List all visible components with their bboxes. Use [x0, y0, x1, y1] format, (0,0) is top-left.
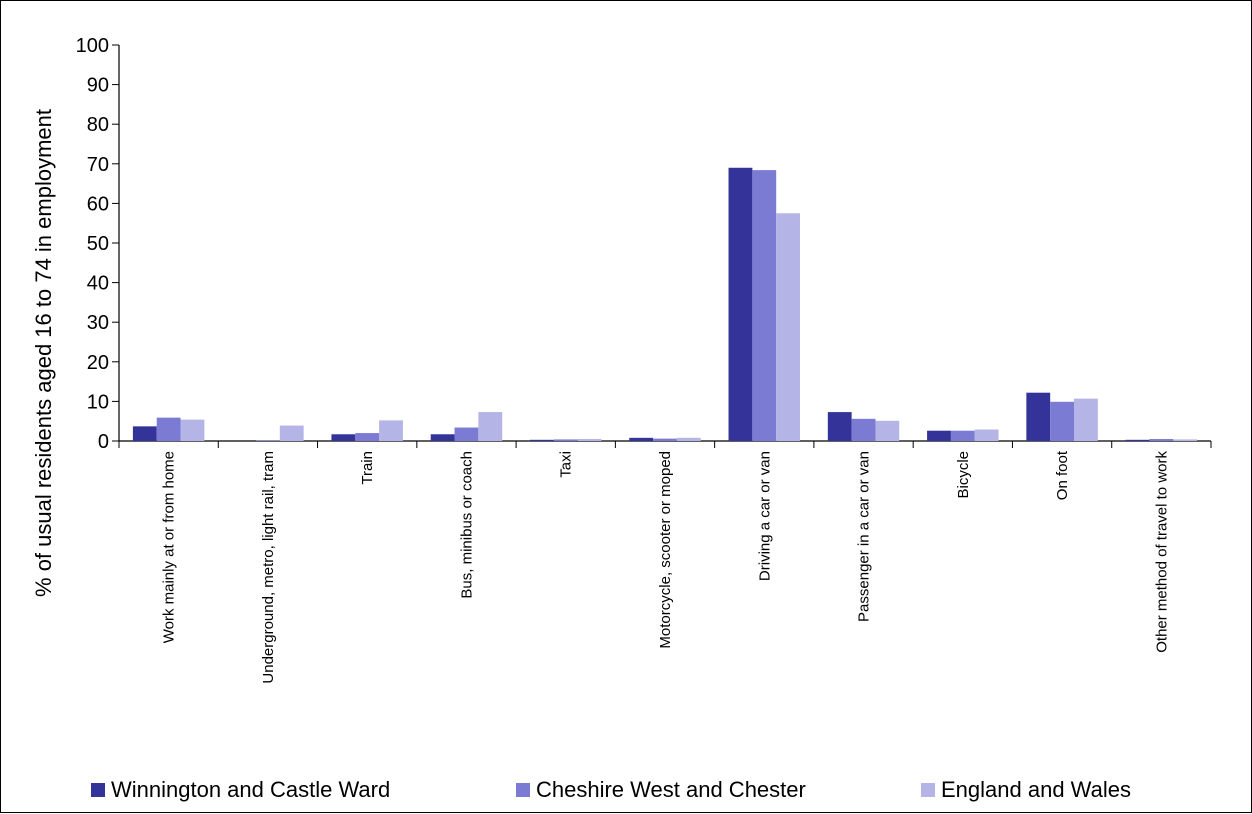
y-axis-title: % of usual residents aged 16 to 74 in em… [31, 109, 56, 597]
x-category-label: Other method of travel to work [1153, 451, 1170, 653]
y-tick-label: 90 [87, 75, 109, 97]
bar [331, 434, 355, 441]
y-tick-label: 70 [87, 154, 109, 176]
y-tick-label: 80 [87, 114, 109, 136]
bars [133, 168, 1197, 441]
bar [431, 434, 455, 441]
bar [1149, 439, 1173, 441]
legend-swatch [91, 783, 105, 797]
y-tick-label: 50 [87, 233, 109, 255]
y-axis: 0 10 20 30 40 50 60 70 80 90 100 [76, 35, 119, 453]
bar [752, 170, 776, 441]
bar [455, 428, 479, 441]
x-category-label: Bus, minibus or coach [458, 451, 475, 599]
legend-label: Cheshire West and Chester [536, 777, 806, 802]
bar [629, 438, 653, 441]
y-tick-label: 20 [87, 352, 109, 374]
plot-area [119, 45, 1211, 441]
legend-label: Winnington and Castle Ward [111, 777, 390, 802]
legend: Winnington and Castle Ward Cheshire West … [91, 777, 1131, 802]
y-tick-label: 0 [98, 431, 109, 453]
bar [355, 433, 379, 441]
bar [828, 412, 852, 441]
bar [478, 412, 502, 441]
x-category-label: Bicycle [955, 451, 972, 499]
bar [133, 426, 157, 441]
x-category-label: Passenger in a car or van [856, 451, 873, 622]
bar [653, 439, 677, 441]
y-tick-label: 40 [87, 273, 109, 295]
bar [578, 439, 602, 441]
y-tick-label: 100 [76, 35, 109, 57]
legend-swatch [921, 783, 935, 797]
bar [1026, 393, 1050, 441]
x-category-label: Motorcycle, scooter or moped [657, 451, 674, 649]
bar [677, 438, 701, 441]
bar [1126, 440, 1150, 441]
bar [554, 439, 578, 441]
bar [729, 168, 753, 441]
x-category-label: Work mainly at or from home [161, 451, 178, 643]
bar [157, 418, 181, 441]
bar [776, 213, 800, 441]
y-tick-label: 30 [87, 312, 109, 334]
x-category-label: Underground, metro, light rail, tram [260, 451, 277, 684]
y-tick-label: 10 [87, 391, 109, 413]
bar [280, 426, 304, 441]
bar [181, 420, 205, 441]
bar [1074, 399, 1098, 441]
legend-label: England and Wales [941, 777, 1131, 802]
bar [951, 431, 975, 441]
y-tick-label: 60 [87, 193, 109, 215]
bar [975, 430, 999, 441]
x-category-label: On foot [1054, 450, 1071, 500]
legend-swatch [516, 783, 530, 797]
x-category-label: Driving a car or van [756, 451, 773, 581]
bar [379, 420, 403, 441]
x-category-label: Taxi [558, 451, 575, 478]
bar [1173, 439, 1197, 441]
bar [875, 421, 899, 441]
bar [1050, 402, 1074, 441]
bar [530, 440, 554, 441]
x-category-label: Train [359, 451, 376, 485]
bar [852, 419, 876, 441]
bar [927, 431, 951, 441]
x-axis: Work mainly at or from home Underground, … [119, 441, 1211, 684]
